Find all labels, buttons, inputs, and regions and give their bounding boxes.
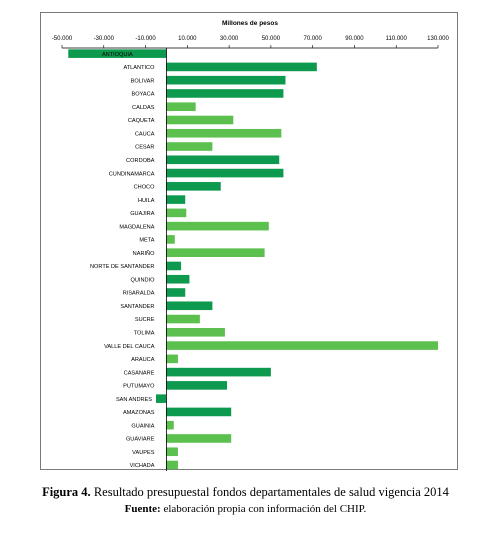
source-label: Fuente:	[124, 503, 161, 515]
bar	[68, 49, 167, 58]
bar	[166, 314, 200, 324]
bar	[166, 221, 269, 231]
bar	[166, 274, 190, 284]
x-tick-label: 30.000	[220, 36, 239, 42]
bar	[166, 261, 182, 271]
category-label: CALDAS	[132, 105, 155, 111]
category-label: ATLANTICO	[123, 65, 155, 71]
category-label: TOLIMA	[134, 331, 155, 337]
bar-chart: Millones de pesos -50.000 -30.000 -10.000 10…	[52, 20, 450, 471]
x-tick-label: 90.000	[345, 36, 364, 42]
bar	[166, 301, 213, 311]
x-tick-label: -50.000	[52, 36, 73, 42]
bar	[166, 155, 280, 165]
category-label: CESAR	[135, 145, 154, 151]
category-label: ARAUCA	[131, 357, 155, 363]
category-label: CAQUETA	[128, 118, 155, 124]
bar	[166, 248, 265, 257]
category-label: SANTANDER	[120, 304, 154, 310]
category-label: VALLE DEL CAUCA	[104, 344, 155, 350]
category-label: NORTE DE SANTANDER	[90, 264, 154, 270]
category-label: SUCRE	[135, 317, 155, 323]
category-label: MAGDALENA	[119, 224, 154, 230]
bar	[166, 182, 221, 191]
x-tick-label: 10.000	[178, 36, 197, 42]
x-tick-label: 50.000	[262, 36, 281, 42]
category-label: RISARALDA	[123, 291, 155, 297]
bar	[166, 434, 232, 443]
category-label: CAUCA	[135, 131, 155, 137]
category-label: NARIÑO	[133, 250, 155, 257]
bar	[166, 341, 438, 350]
bar	[166, 128, 282, 138]
category-label: GUAVIARE	[126, 437, 155, 443]
bar	[166, 235, 175, 244]
category-label: BOLIVAR	[131, 78, 155, 84]
bar	[166, 75, 286, 85]
category-label: CUNDINAMARCA	[109, 171, 155, 177]
category-label: VICHADA	[130, 463, 155, 469]
bar	[166, 142, 213, 151]
category-label: PUTUMAYO	[123, 384, 155, 390]
category-label: QUINDIO	[131, 277, 156, 283]
bar	[166, 420, 174, 430]
x-tick-label: -10.000	[135, 36, 156, 42]
bar	[166, 447, 178, 457]
bar	[166, 407, 232, 417]
category-label: CORDOBA	[126, 158, 155, 164]
bar	[166, 367, 271, 377]
figure-text: Resultado presupuestal fondos departamen…	[90, 485, 449, 499]
bar	[166, 62, 317, 72]
bar	[166, 102, 196, 112]
category-label: BOYACA	[132, 92, 155, 98]
bar	[166, 89, 284, 98]
bar	[156, 394, 167, 403]
category-label: VAUPES	[132, 450, 155, 456]
bar	[166, 328, 225, 337]
category-label: META	[139, 238, 154, 244]
bar	[166, 195, 186, 204]
category-label: SAN ANDRES	[116, 397, 152, 403]
category-label: CHOCO	[134, 185, 155, 191]
bar	[166, 381, 228, 390]
category-label: AMAZONAS	[123, 410, 155, 416]
x-tick-label: 110.000	[386, 36, 408, 42]
category-label: ANTIOQUIA	[102, 52, 133, 58]
bar	[166, 115, 234, 125]
bar	[166, 460, 178, 470]
source-caption: Fuente: elaboración propia con informaci…	[0, 503, 491, 515]
bar	[166, 168, 284, 178]
x-tick-label: 130.000	[427, 36, 449, 42]
bar	[166, 354, 178, 364]
x-tick-label: -30.000	[94, 36, 115, 42]
category-label: HUILA	[138, 198, 155, 204]
figure-label: Figura 4.	[42, 485, 91, 499]
x-tick-label: 70.000	[303, 36, 322, 42]
bar	[166, 208, 187, 218]
chart-title: Millones de pesos	[222, 20, 278, 27]
figure-caption: Figura 4. Resultado presupuestal fondos …	[0, 485, 491, 500]
category-label: CASANARE	[124, 370, 155, 376]
category-label: GUAINIA	[131, 423, 154, 429]
chart-frame: Millones de pesos -50.000 -30.000 -10.000 10…	[40, 12, 458, 471]
source-text: elaboración propia con información del C…	[160, 503, 367, 515]
category-label: GUAJIRA	[130, 211, 155, 217]
bar	[166, 288, 186, 297]
